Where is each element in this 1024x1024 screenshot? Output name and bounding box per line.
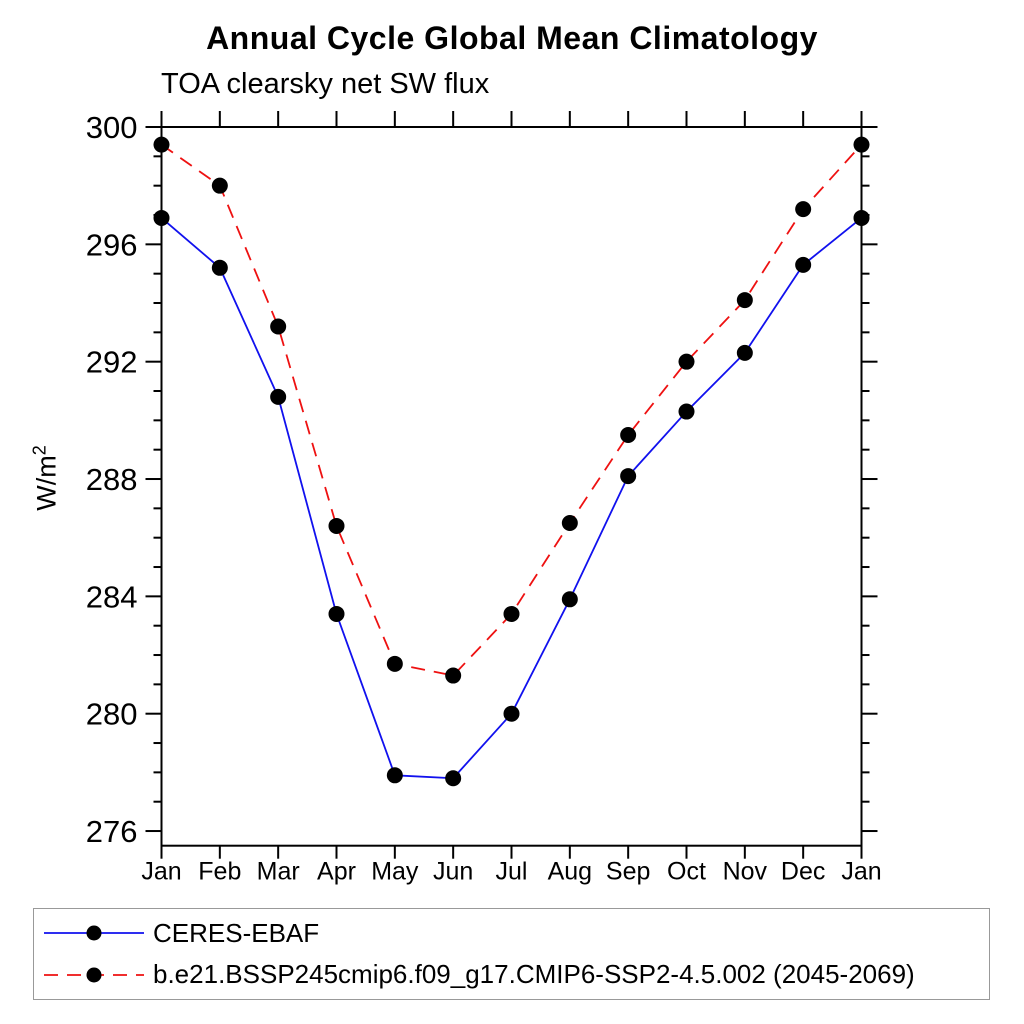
data-point-series-0-Jul [503, 705, 520, 722]
data-point-series-1-Nov [736, 292, 753, 309]
legend-marker-icon [86, 925, 102, 941]
x-tick-label: Feb [198, 858, 241, 886]
data-point-series-1-Mar [270, 318, 287, 335]
x-tick-label: Dec [781, 858, 825, 886]
data-point-series-1-Oct [678, 353, 695, 370]
y-tick-label: 284 [86, 579, 138, 614]
x-tick-label: Jan [841, 858, 881, 886]
x-tick-label: Jan [141, 858, 181, 886]
x-tick-label: Jun [433, 858, 473, 886]
y-tick-label: 280 [86, 697, 138, 732]
data-point-series-0-May [386, 767, 403, 784]
legend-label-ceres: CERES-EBAF [153, 917, 320, 948]
x-tick-label: Mar [257, 858, 300, 886]
data-point-series-0-Jan [853, 209, 870, 226]
y-tick-label: 296 [86, 227, 138, 262]
data-point-series-1-Jun [445, 667, 462, 684]
chart-title: Annual Cycle Global Mean Climatology [206, 20, 818, 56]
data-point-series-1-Apr [328, 517, 345, 534]
legend-item-model: b.e21.BSSP245cmip6.f09_g17.CMIP6-SSP2-4.… [39, 958, 989, 992]
data-point-series-1-Jul [503, 605, 520, 622]
data-point-series-0-Apr [328, 605, 345, 622]
legend-sample-ceres [44, 925, 144, 941]
data-point-series-0-Nov [736, 344, 753, 361]
legend-item-ceres: CERES-EBAF [39, 916, 989, 950]
data-point-series-0-Aug [561, 591, 578, 608]
x-tick-label: Apr [317, 858, 356, 886]
data-point-series-0-Jan [153, 209, 170, 226]
data-point-series-1-May [386, 655, 403, 672]
data-point-series-1-Jan [153, 136, 170, 153]
data-point-series-0-Sep [620, 468, 637, 485]
data-point-series-0-Oct [678, 403, 695, 420]
data-point-series-0-Dec [795, 256, 812, 273]
x-tick-label: Oct [667, 858, 706, 886]
chart-subtitle: TOA clearsky net SW flux [161, 68, 490, 100]
legend-marker-icon [86, 967, 102, 983]
data-point-series-0-Feb [211, 259, 228, 276]
data-point-series-1-Sep [620, 427, 637, 444]
legend-sample-model [44, 967, 144, 983]
data-point-series-1-Aug [561, 515, 578, 532]
legend: CERES-EBAF b.e21.BSSP245cmip6.f09_g17.CM… [33, 908, 990, 1000]
data-point-series-1-Feb [211, 177, 228, 194]
data-point-series-1-Jan [853, 136, 870, 153]
y-tick-label: 288 [86, 462, 138, 497]
data-point-series-1-Dec [795, 201, 812, 218]
y-tick-label: 276 [86, 814, 138, 849]
x-tick-label: Jul [496, 858, 528, 886]
x-tick-label: May [371, 858, 419, 886]
series-line-0 [160, 217, 863, 780]
data-point-series-0-Jun [445, 770, 462, 787]
plot-frame [160, 126, 863, 847]
x-tick-label: Sep [606, 858, 650, 886]
x-tick-label: Nov [723, 858, 768, 886]
data-point-series-0-Mar [270, 388, 287, 405]
y-tick-label: 292 [86, 345, 138, 380]
legend-label-model: b.e21.BSSP245cmip6.f09_g17.CMIP6-SSP2-4.… [153, 959, 915, 990]
y-tick-label: 300 [86, 110, 138, 145]
x-tick-label: Aug [548, 858, 592, 886]
series-line-1 [160, 143, 863, 677]
